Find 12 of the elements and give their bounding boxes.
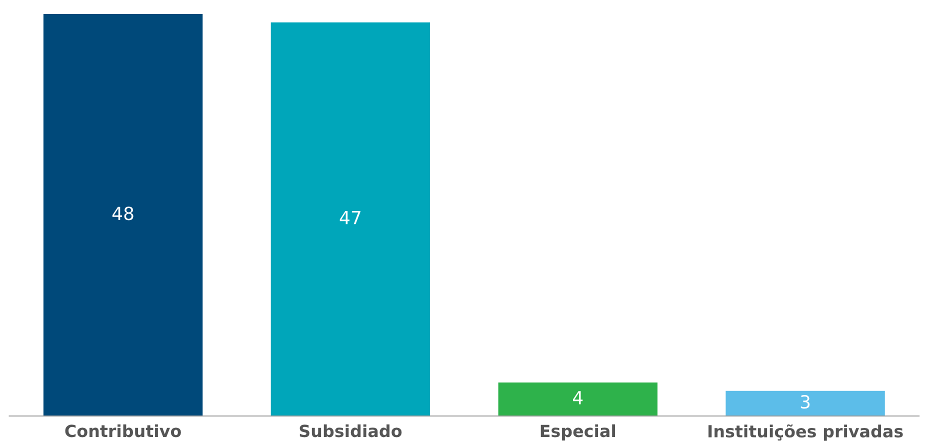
data-label: 48 <box>112 206 134 220</box>
x-tick-label: Instituições privadas <box>708 424 903 441</box>
data-label: 4 <box>573 391 583 404</box>
data-label: 47 <box>340 211 360 224</box>
bar <box>43 14 203 416</box>
bar <box>270 22 430 416</box>
bar <box>498 382 658 416</box>
data-label: 3 <box>800 395 810 409</box>
x-tick-label: Contributivo <box>65 424 181 438</box>
x-tick-label: Subsidiado <box>300 424 402 438</box>
x-tick-label: Especial <box>540 424 616 440</box>
bar <box>726 390 885 416</box>
